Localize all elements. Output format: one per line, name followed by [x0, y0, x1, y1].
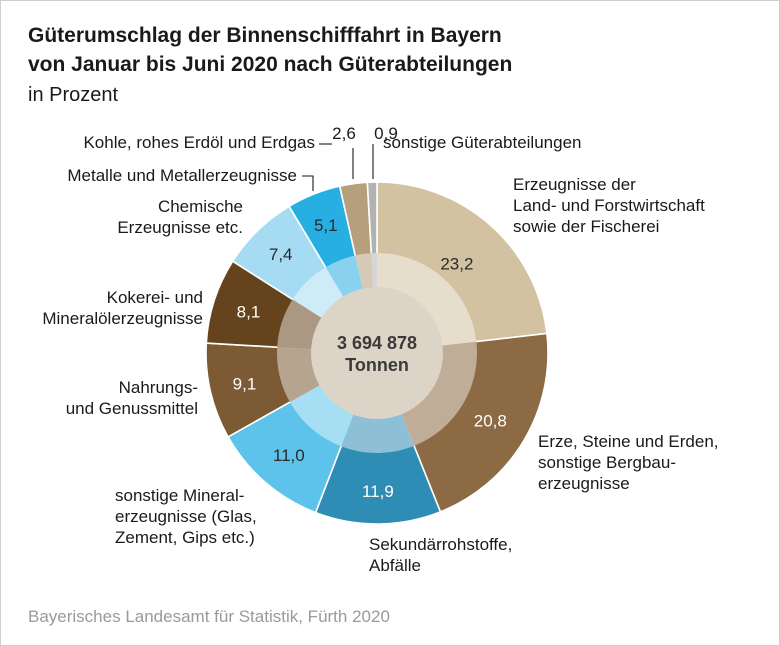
pie-center-label: 3 694 878 — [337, 333, 417, 353]
pie-value-labels: 23,2 20,8 11,9 11,0 9,1 8,1 7,4 5,1 2,6 0,9 — [233, 124, 507, 501]
pie-category-label: Erzeugnisse der Land- und Forstwirtschaft… — [513, 175, 705, 236]
pie-category-labels: Erzeugnisse der Land- und Forstwirtschaft… — [42, 133, 718, 575]
chart-title: Güterumschlag der Binnenschifffahrt in B… — [28, 21, 512, 79]
pie-category-label: Chemische Erzeugnisse etc. — [117, 197, 243, 237]
chart-title-line-1: Güterumschlag der Binnenschifffahrt in B… — [28, 24, 502, 47]
pie-category-label: Sekundärrohstoffe, Abfälle — [369, 535, 512, 575]
pie-category-label: Kohle, rohes Erdöl und Erdgas — [83, 133, 315, 152]
pie-value-label: 5,1 — [314, 216, 338, 235]
pie-value-label: 7,4 — [269, 245, 293, 264]
pie-category-label: sonstige Güterabteilungen — [383, 133, 581, 152]
chart-title-line-2: von Januar bis Juni 2020 nach Güterabtei… — [28, 53, 513, 76]
pie-value-label-outside: 2,6 — [332, 124, 356, 143]
pie-category-label: Erze, Steine und Erden, sonstige Bergbau-… — [538, 432, 719, 493]
pie-value-label: 20,8 — [474, 412, 507, 431]
pie-category-label: sonstige Mineral-erzeugnisse (Glas, Zemen… — [115, 486, 257, 547]
pie-value-label: 8,1 — [237, 303, 261, 322]
source-note: Bayerisches Landesamt für Statistik, Für… — [28, 607, 390, 626]
pie-center-label: Tonnen — [345, 355, 409, 375]
pie-value-label: 9,1 — [233, 375, 257, 394]
chart-subtitle: in Prozent — [28, 84, 119, 106]
pie-category-label: Nahrungs-und Genussmittel — [66, 378, 198, 418]
pie-value-label: 11,9 — [362, 482, 394, 501]
leader-line — [302, 175, 314, 191]
pie-category-label: Kokerei- und Mineralölerzeugnisse — [42, 288, 203, 328]
pie-center-hub — [311, 287, 443, 419]
pie-category-label: Metalle und Metallerzeugnisse — [67, 166, 297, 185]
pie-value-label: 11,0 — [273, 446, 305, 465]
pie-leader-lines — [302, 143, 374, 191]
pie-value-label: 23,2 — [440, 254, 473, 273]
pie-value-label-outside: 0,9 — [374, 124, 398, 143]
